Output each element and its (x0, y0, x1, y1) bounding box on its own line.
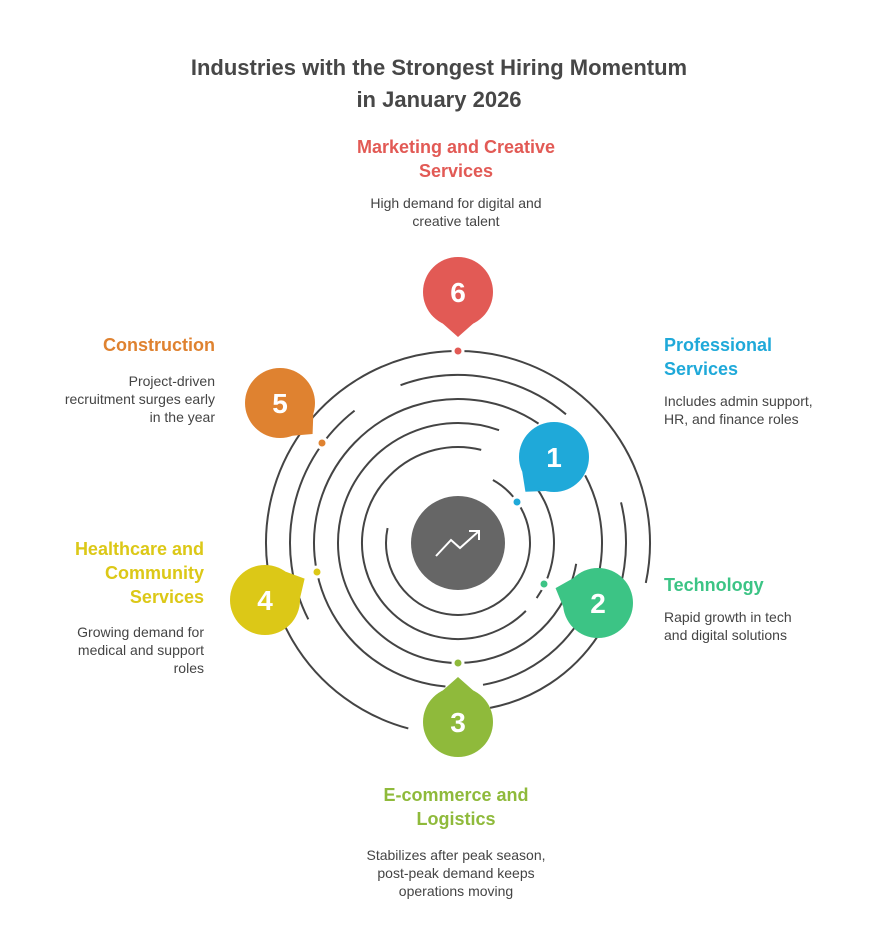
bubble-number: 1 (546, 442, 562, 473)
bubble-number: 6 (450, 277, 466, 308)
heading-construction: Construction (103, 335, 215, 355)
description-construction: Project-driven recruitment surges early … (64, 373, 215, 425)
bubble-number: 4 (257, 585, 273, 616)
ring-dot (310, 565, 324, 579)
trending-up-icon (435, 530, 480, 557)
spiral-arc (361, 446, 527, 640)
ring-dot (451, 656, 465, 670)
bubble-number: 3 (450, 707, 466, 738)
spiral-arc (313, 398, 540, 688)
description-marketing: High demand for digital and creative tal… (370, 195, 542, 229)
ring-dot (315, 436, 329, 450)
heading-ecommerce: E-commerce and Logistics (383, 785, 529, 829)
number-bubble (423, 687, 493, 757)
number-bubble (423, 257, 493, 327)
spiral-arc (265, 350, 651, 730)
center-circle (411, 496, 505, 590)
ring-dot (510, 495, 524, 509)
spiral-arc (337, 422, 578, 664)
diagram-title: Industries with the Strongest Hiring Mom… (190, 55, 688, 112)
description-professional-services: Includes admin support, HR, and finance … (664, 393, 813, 427)
marker-4: 4 (230, 565, 324, 635)
marker-2: 2 (537, 568, 633, 638)
spiral-arc (400, 374, 567, 416)
heading-healthcare: Healthcare and Community Services (74, 539, 204, 607)
spiral-arc (385, 479, 531, 616)
bubble-number: 5 (272, 388, 288, 419)
bubble-pointer (442, 677, 474, 691)
marker-3: 3 (423, 656, 493, 757)
marker-1: 1 (510, 422, 589, 509)
bubble-pointer (442, 323, 474, 337)
heading-professional-services: Professional Services (664, 335, 773, 379)
number-bubble (230, 565, 300, 635)
description-healthcare: Growing demand for medical and support r… (77, 624, 204, 676)
number-bubble (245, 368, 315, 438)
number-bubble (519, 422, 589, 492)
marker-6: 6 (423, 257, 493, 358)
marker-5: 5 (245, 368, 329, 450)
ring-dot (537, 577, 551, 591)
bubble-number: 2 (590, 588, 606, 619)
heading-technology: Technology (664, 575, 764, 595)
description-technology: Rapid growth in tech and digital solutio… (664, 609, 792, 643)
number-bubble (563, 568, 633, 638)
heading-marketing: Marketing and Creative Services (356, 137, 556, 181)
ring-dot (451, 344, 465, 358)
description-ecommerce: Stabilizes after peak season, post-peak … (366, 847, 546, 899)
